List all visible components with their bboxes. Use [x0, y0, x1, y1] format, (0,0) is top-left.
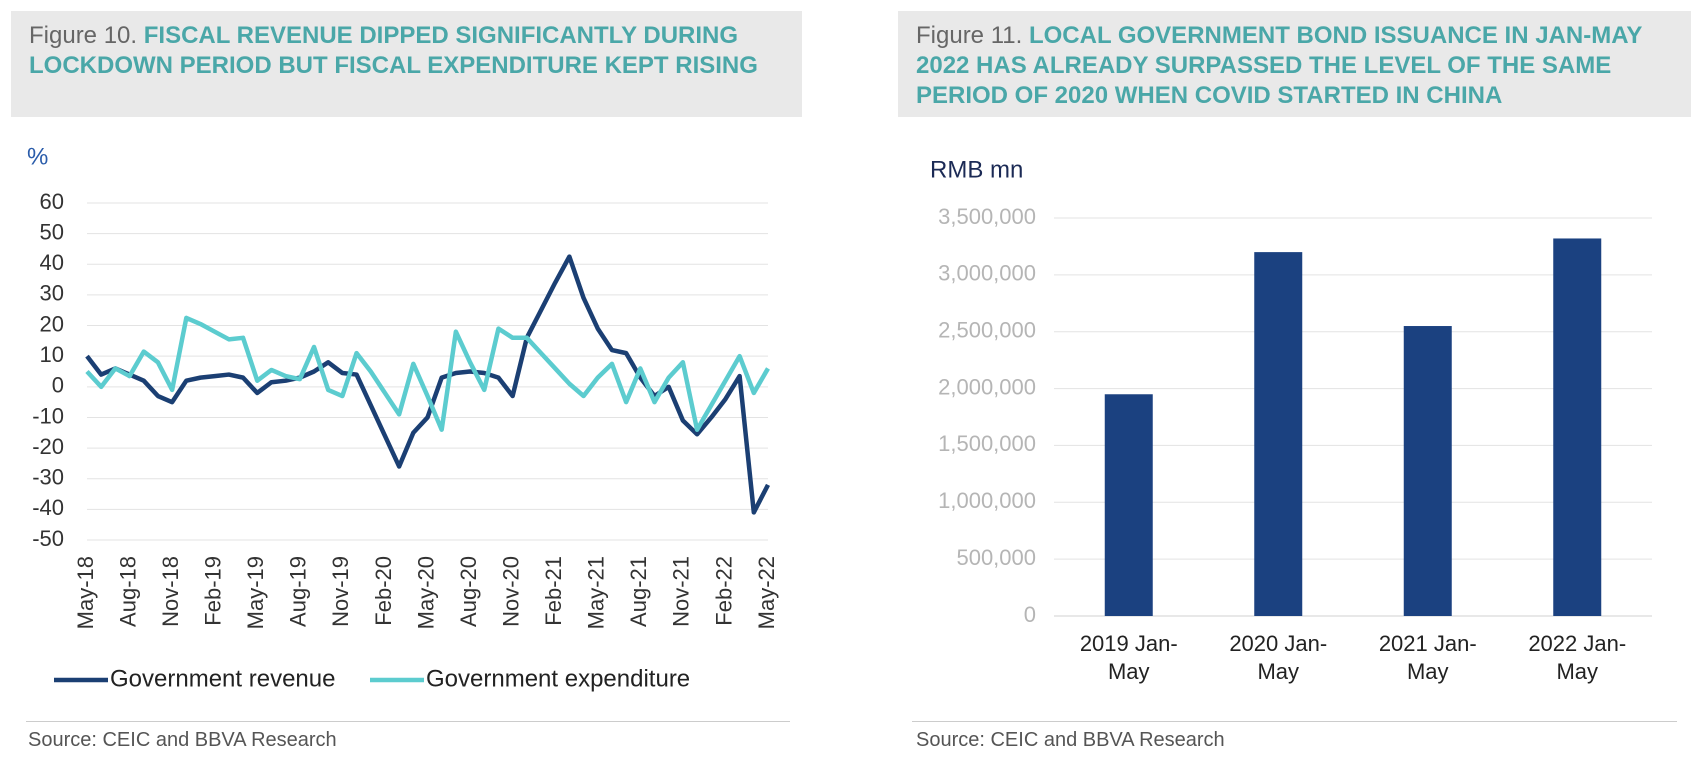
x-tick-label: Nov-19	[328, 556, 353, 627]
chart-title: LOCAL GOVERNMENT BOND ISSUANCE IN JAN-MA…	[916, 22, 1642, 109]
y-tick-label: 1,000,000	[938, 488, 1036, 513]
x-tick-label: May-20	[413, 556, 438, 629]
y-tick-label: 0	[52, 373, 64, 398]
y-tick-label: 40	[40, 250, 64, 275]
x-tick-label: May-21	[584, 556, 609, 629]
figure-label: Figure 11.	[916, 22, 1023, 49]
y-tick-label: -10	[32, 403, 64, 428]
chart-title: FISCAL REVENUE DIPPED SIGNIFICANTLY DURI…	[29, 22, 758, 79]
x-tick-label: Feb-22	[711, 556, 736, 626]
y-tick-label: 10	[40, 342, 64, 367]
x-tick-label: Aug-19	[286, 556, 311, 627]
x-tick-label: 2020 Jan-May	[1229, 631, 1328, 684]
divider	[912, 721, 1677, 722]
x-tick-label: Feb-20	[371, 556, 396, 626]
x-tick-label: May-19	[243, 556, 268, 629]
y-tick-label: 50	[40, 219, 64, 244]
y-tick-label: 60	[40, 189, 64, 214]
x-tick-label: Aug-18	[115, 556, 140, 627]
y-tick-label: 30	[40, 281, 64, 306]
y-tick-label: 3,500,000	[938, 204, 1036, 229]
x-tick-label: May-18	[73, 556, 98, 629]
y-axis-label: %	[27, 143, 48, 170]
y-tick-label: 20	[40, 311, 64, 336]
figure-label: Figure 10.	[29, 22, 138, 49]
y-tick-label: 2,500,000	[938, 318, 1036, 343]
header: Figure 10. FISCAL REVENUE DIPPED SIGNIFI…	[11, 11, 802, 117]
x-tick-label: 2021 Jan-May	[1378, 631, 1477, 684]
legend-label: Government expenditure	[426, 665, 690, 692]
y-tick-label: -20	[32, 434, 64, 459]
bar	[1403, 326, 1452, 616]
source: Source: CEIC and BBVA Research	[28, 729, 337, 751]
y-tick-label: 0	[1024, 602, 1036, 627]
source: Source: CEIC and BBVA Research	[916, 729, 1225, 751]
bar	[1104, 394, 1153, 616]
x-tick-label: Feb-19	[201, 556, 226, 626]
header: Figure 11. LOCAL GOVERNMENT BOND ISSUANC…	[898, 11, 1691, 117]
series-line	[85, 315, 770, 432]
y-tick-label: -40	[32, 495, 64, 520]
legend-label: Government revenue	[110, 665, 335, 692]
y-tick-label: 500,000	[956, 545, 1036, 570]
x-tick-label: Nov-18	[158, 556, 183, 627]
bar	[1254, 252, 1303, 616]
y-tick-label: 1,500,000	[938, 431, 1036, 456]
x-tick-label: 2022 Jan-May	[1528, 631, 1627, 684]
x-tick-label: Aug-21	[626, 556, 651, 627]
series-line	[85, 254, 771, 515]
bar	[1553, 238, 1602, 616]
y-tick-label: -50	[32, 526, 64, 551]
x-tick-label: Feb-21	[541, 556, 566, 626]
y-tick-label: -30	[32, 465, 64, 490]
divider	[26, 721, 790, 722]
x-tick-label: 2019 Jan-May	[1079, 631, 1178, 684]
x-tick-label: May-22	[754, 556, 779, 629]
x-tick-label: Nov-21	[669, 556, 694, 627]
y-axis-label: RMB mn	[930, 156, 1023, 183]
x-tick-label: Aug-20	[456, 556, 481, 627]
y-tick-label: 3,000,000	[938, 261, 1036, 286]
x-tick-label: Nov-20	[498, 556, 523, 627]
y-tick-label: 2,000,000	[938, 374, 1036, 399]
